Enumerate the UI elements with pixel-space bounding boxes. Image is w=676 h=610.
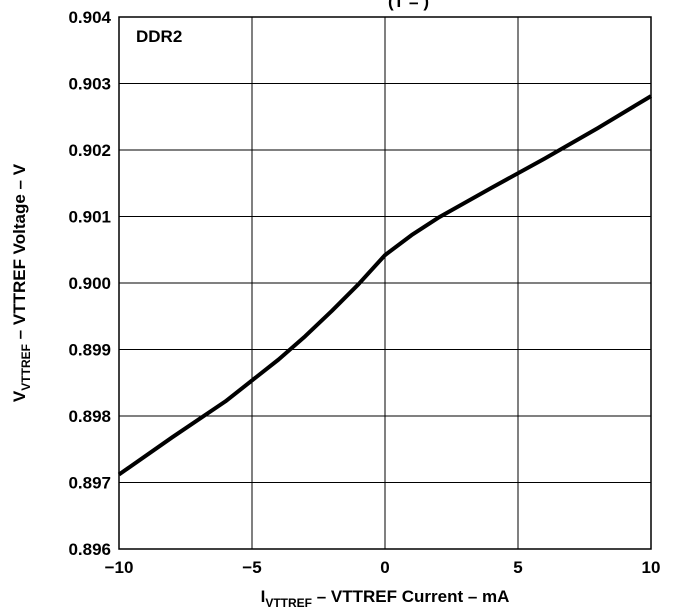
x-tick-labels: −10 −5 0 5 10 — [105, 558, 661, 577]
x-tick-label: −10 — [105, 558, 134, 577]
y-tick-label: 0.903 — [68, 75, 111, 94]
plot-frame — [118, 16, 652, 550]
y-axis-label-symbol: V — [10, 390, 29, 402]
series-layer — [117, 94, 653, 477]
chart-annotation: DDR2 — [136, 27, 182, 46]
x-tick-label: 10 — [642, 558, 661, 577]
y-axis-label: VVTTREF – VTTREF Voltage – V — [10, 163, 33, 402]
y-axis-label-subscript: VTTREF — [19, 344, 33, 391]
y-tick-label: 0.897 — [68, 474, 111, 493]
x-axis-label-rest: – VTTREF Current – mA — [312, 587, 509, 606]
y-tick-label: 0.898 — [68, 407, 111, 426]
x-tick-label: 0 — [380, 558, 389, 577]
x-tick-label: 5 — [513, 558, 522, 577]
y-tick-label: 0.902 — [68, 141, 111, 160]
x-axis-label: IVTTREF – VTTREF Current – mA — [261, 587, 510, 610]
grid — [119, 17, 651, 549]
y-axis-label-rest: – VTTREF Voltage – V — [10, 163, 29, 344]
series-line — [117, 94, 653, 477]
y-tick-label: 0.904 — [68, 8, 111, 27]
y-tick-labels: 0.896 0.897 0.898 0.899 0.900 0.901 0.902 0.903… — [68, 8, 111, 559]
y-tick-label: 0.896 — [68, 540, 111, 559]
y-tick-label: 0.900 — [68, 274, 111, 293]
y-tick-label: 0.901 — [68, 208, 111, 227]
x-axis-label-symbol: I — [261, 587, 266, 606]
x-axis-label-subscript: VTTREF — [265, 596, 312, 610]
y-tick-label: 0.899 — [68, 341, 111, 360]
chart-title-fragment: (T = ) — [388, 0, 429, 11]
x-tick-label: −5 — [242, 558, 261, 577]
